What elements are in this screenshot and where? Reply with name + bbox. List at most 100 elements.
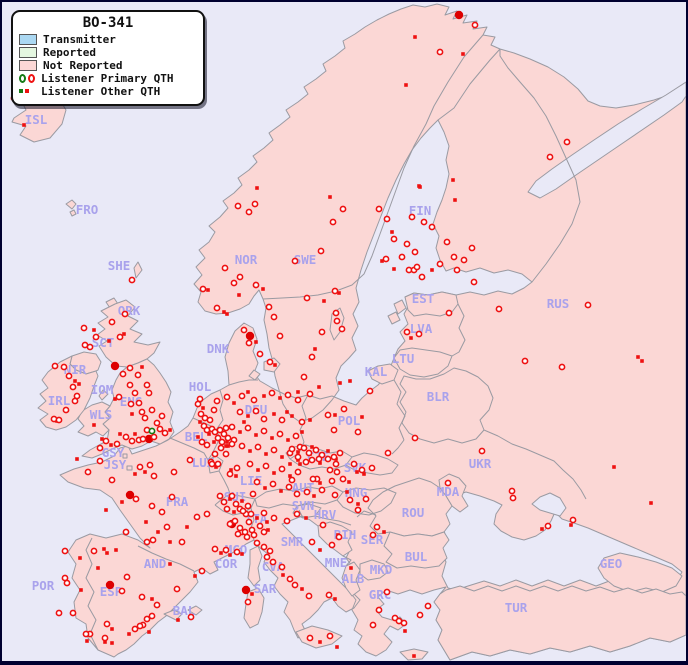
listener-primary-qth-marker (415, 330, 423, 338)
listener-primary-qth-marker (330, 453, 338, 461)
listener-other-qth-marker (212, 440, 216, 444)
listener-primary-qth-marker (263, 553, 271, 561)
listener-other-qth-marker (75, 457, 79, 461)
listener-other-qth-marker (219, 551, 223, 555)
listener-primary-qth-marker (216, 492, 224, 500)
listener-primary-qth-marker (294, 453, 302, 461)
listener-primary-qth-marker (238, 442, 246, 450)
listener-other-qth-marker (133, 472, 137, 476)
listener-primary-qth-marker (51, 362, 59, 370)
listener-other-qth-marker (390, 230, 394, 234)
listener-other-qth-marker (77, 382, 81, 386)
listener-primary-qth-marker (233, 464, 241, 472)
listener-cluster-marker (125, 490, 135, 500)
listener-primary-qth-marker (220, 498, 228, 506)
listener-primary-qth-marker (220, 430, 228, 438)
listener-other-qth-marker (250, 592, 254, 596)
listener-other-qth-marker (403, 629, 407, 633)
listener-primary-qth-marker (118, 587, 126, 595)
listener-other-qth-marker (362, 472, 366, 476)
country-label-IRL: IRL (48, 393, 71, 408)
legend-item-label: Listener Primary QTH (41, 71, 174, 85)
country-label-HNG: HNG (345, 485, 368, 500)
listener-primary-qth-marker (288, 476, 296, 484)
listener-primary-qth-marker (234, 202, 242, 210)
listener-primary-qth-marker (254, 443, 262, 451)
listener-primary-qth-marker (210, 406, 218, 414)
listener-other-qth-marker (318, 481, 322, 485)
listener-other-qth-marker (207, 432, 211, 436)
listener-primary-qth-marker (249, 490, 257, 498)
listener-other-qth-marker (206, 288, 210, 292)
listener-other-qth-marker (109, 443, 113, 447)
listener-primary-qth-marker (71, 397, 79, 405)
listener-primary-qth-marker (478, 447, 486, 455)
listener-other-qth-marker (105, 551, 109, 555)
country-label-WLS: WLS (90, 407, 113, 422)
listener-primary-qth-marker (325, 591, 333, 599)
listener-primary-qth-marker (141, 414, 149, 422)
listener-primary-qth-marker (306, 390, 314, 398)
listener-primary-qth-marker (328, 541, 336, 549)
listener-primary-qth-marker (148, 612, 156, 620)
listener-other-qth-marker (413, 35, 417, 39)
listener-primary-qth-marker (300, 373, 308, 381)
listener-primary-qth-marker (326, 632, 334, 640)
listener-primary-qth-marker (436, 260, 444, 268)
country-label-COR: COR (215, 556, 238, 571)
listener-primary-qth-marker (121, 310, 129, 318)
country-macedonia (359, 559, 389, 581)
listener-other-qth-marker (640, 359, 644, 363)
listener-primary-qth-marker (283, 517, 291, 525)
listener-primary-qth-marker (308, 538, 316, 546)
listener-other-qth-marker (254, 433, 258, 437)
country-label-TUR: TUR (505, 600, 528, 615)
listener-primary-qth-marker (226, 520, 234, 528)
listener-primary-qth-marker (413, 263, 421, 271)
listener-other-qth-marker (92, 328, 96, 332)
country-label-UKR: UKR (469, 456, 492, 471)
listener-primary-qth-marker (158, 412, 166, 420)
listener-primary-qth-marker (148, 427, 156, 435)
green-square-icon (19, 89, 23, 93)
legend-item-label: Reported (43, 45, 96, 59)
listener-primary-qth-marker (309, 475, 317, 483)
country-label-SAR: SAR (254, 581, 277, 596)
listener-other-qth-marker (234, 474, 238, 478)
listener-primary-qth-marker (305, 592, 313, 600)
listener-primary-qth-marker (80, 324, 88, 332)
listener-other-qth-marker (246, 390, 250, 394)
listener-other-qth-marker (451, 178, 455, 182)
listener-primary-qth-marker (260, 528, 268, 536)
listener-other-qth-marker (300, 430, 304, 434)
listener-primary-qth-marker (234, 530, 242, 538)
listener-primary-qth-marker (260, 427, 268, 435)
listener-primary-qth-marker (366, 387, 374, 395)
listener-primary-qth-marker (253, 478, 261, 486)
listener-primary-qth-marker (113, 440, 121, 448)
listener-other-qth-marker (113, 397, 117, 401)
listener-other-qth-marker (185, 525, 189, 529)
listener-primary-qth-marker (61, 547, 69, 555)
country-shetland (133, 261, 143, 279)
listener-other-qth-marker (272, 412, 276, 416)
listener-primary-qth-marker (135, 399, 143, 407)
listener-primary-qth-marker (294, 468, 302, 476)
listener-other-qth-marker (214, 465, 218, 469)
listener-primary-qth-marker (214, 460, 222, 468)
listener-other-qth-marker (92, 423, 96, 427)
legend-item-label: Listener Other QTH (41, 84, 161, 98)
listener-primary-qth-marker (508, 487, 516, 495)
listener-other-qth-marker (300, 587, 304, 591)
listener-primary-qth-marker (132, 495, 140, 503)
listener-other-qth-marker (237, 293, 241, 297)
listener-other-qth-marker (225, 440, 229, 444)
listener-primary-qth-marker (226, 470, 234, 478)
listener-other-qth-marker (382, 530, 386, 534)
listener-other-qth-marker (540, 527, 544, 531)
country-lithuania (393, 347, 453, 378)
listener-primary-qth-marker (333, 317, 341, 325)
listener-other-qth-marker (304, 516, 308, 520)
listener-primary-qth-marker (131, 389, 139, 397)
country-overlay-layer (247, 291, 686, 661)
